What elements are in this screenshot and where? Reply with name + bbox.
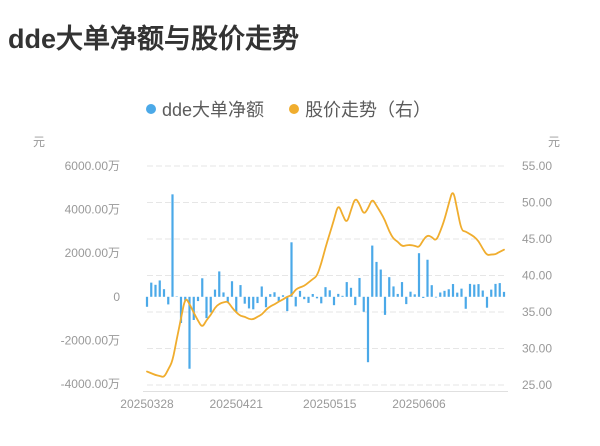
svg-text:20250421: 20250421 bbox=[210, 397, 264, 411]
svg-text:-4000.00万: -4000.00万 bbox=[61, 377, 120, 391]
svg-text:4000.00万: 4000.00万 bbox=[65, 203, 120, 217]
svg-text:45.00: 45.00 bbox=[522, 232, 552, 246]
svg-text:30.00: 30.00 bbox=[522, 342, 552, 356]
svg-text:55.00: 55.00 bbox=[522, 159, 552, 173]
svg-text:2000.00万: 2000.00万 bbox=[65, 246, 120, 260]
svg-text:20250328: 20250328 bbox=[120, 397, 174, 411]
svg-text:25.00: 25.00 bbox=[522, 378, 552, 392]
svg-text:0: 0 bbox=[113, 290, 120, 304]
svg-text:35.00: 35.00 bbox=[522, 305, 552, 319]
svg-text:-2000.00万: -2000.00万 bbox=[61, 333, 120, 347]
svg-text:6000.00万: 6000.00万 bbox=[65, 159, 120, 173]
svg-text:50.00: 50.00 bbox=[522, 196, 552, 210]
svg-text:40.00: 40.00 bbox=[522, 269, 552, 283]
svg-text:20250606: 20250606 bbox=[392, 397, 446, 411]
svg-text:20250515: 20250515 bbox=[303, 397, 357, 411]
